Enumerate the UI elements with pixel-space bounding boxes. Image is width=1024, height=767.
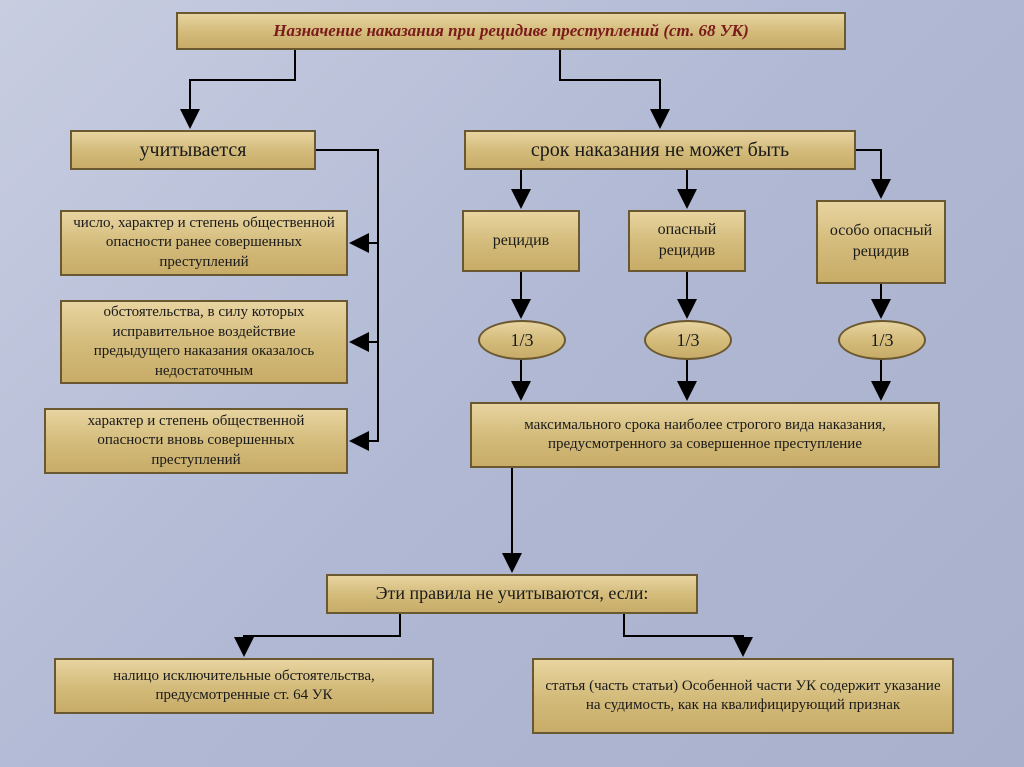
- rules-item-0-text: налицо исключительные обстоятельства, пр…: [66, 667, 422, 706]
- type-0-text: рецидив: [493, 231, 549, 252]
- left-header: учитывается: [70, 130, 316, 170]
- left-header-text: учитывается: [140, 137, 247, 163]
- rules-header: Эти правила не учитываются, если:: [326, 574, 698, 614]
- maxterm-text: максимального срока наиболее строгого ви…: [482, 416, 928, 455]
- type-2-text: особо опасный рецидив: [828, 221, 934, 263]
- left-item-2: характер и степень общественной опасност…: [44, 408, 348, 474]
- rules-header-text: Эти правила не учитываются, если:: [376, 582, 649, 605]
- rules-item-1: статья (часть статьи) Особенной части УК…: [532, 658, 954, 734]
- type-1-text: опасный рецидив: [640, 220, 734, 262]
- fraction-1: 1/3: [644, 320, 732, 360]
- rules-item-0: налицо исключительные обстоятельства, пр…: [54, 658, 434, 714]
- title-box: Назначение наказания при рецидиве престу…: [176, 12, 846, 50]
- fraction-2-text: 1/3: [870, 330, 893, 351]
- type-0: рецидив: [462, 210, 580, 272]
- left-item-0: число, характер и степень общественной о…: [60, 210, 348, 276]
- fraction-1-text: 1/3: [676, 330, 699, 351]
- right-header: срок наказания не может быть: [464, 130, 856, 170]
- fraction-0-text: 1/3: [510, 330, 533, 351]
- type-2: особо опасный рецидив: [816, 200, 946, 284]
- left-item-1: обстоятельства, в силу которых исправите…: [60, 300, 348, 384]
- type-1: опасный рецидив: [628, 210, 746, 272]
- maxterm-box: максимального срока наиболее строгого ви…: [470, 402, 940, 468]
- fraction-2: 1/3: [838, 320, 926, 360]
- left-item-2-text: характер и степень общественной опасност…: [56, 412, 336, 471]
- fraction-0: 1/3: [478, 320, 566, 360]
- right-header-text: срок наказания не может быть: [531, 137, 789, 163]
- title-text: Назначение наказания при рецидиве престу…: [273, 20, 748, 42]
- rules-item-1-text: статья (часть статьи) Особенной части УК…: [544, 677, 942, 716]
- left-item-0-text: число, характер и степень общественной о…: [72, 214, 336, 273]
- left-item-1-text: обстоятельства, в силу которых исправите…: [72, 303, 336, 381]
